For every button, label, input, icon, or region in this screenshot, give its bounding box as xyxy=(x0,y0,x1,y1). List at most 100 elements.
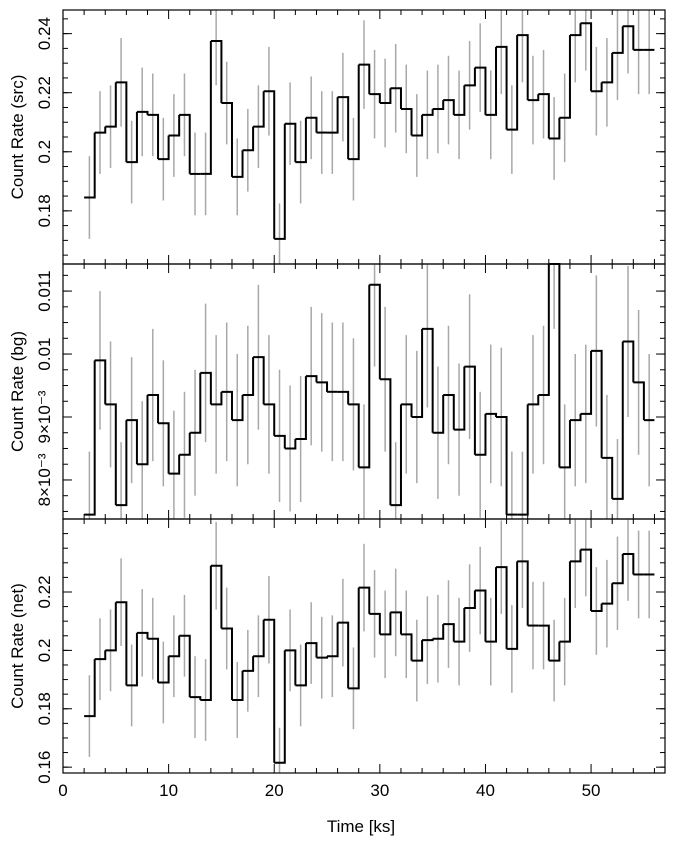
histogram-bin xyxy=(580,22,593,92)
y-tick-label: 0.22 xyxy=(35,76,54,109)
histogram-bin xyxy=(569,23,582,37)
histogram-bin xyxy=(126,632,138,687)
histogram-bin xyxy=(358,586,371,614)
histogram-bin xyxy=(210,564,223,629)
histogram-bin xyxy=(464,365,476,455)
histogram-bin xyxy=(115,81,128,163)
histogram-bin xyxy=(559,561,571,643)
histogram-bin xyxy=(538,264,550,396)
histogram-bin xyxy=(337,621,350,689)
histogram-bin xyxy=(517,560,529,626)
histogram-bin xyxy=(327,622,339,658)
histogram-bin xyxy=(263,618,276,763)
x-axis: Time [ks] 0 10 20 30 40 50 xyxy=(58,781,600,836)
histogram-bin xyxy=(348,403,360,468)
histogram-bin xyxy=(189,372,202,434)
x-tick-label: 10 xyxy=(159,781,178,800)
histogram-bin xyxy=(369,283,381,380)
histogram-bin xyxy=(580,548,593,611)
y-tick-label: 0.24 xyxy=(35,17,54,50)
y-tick-label: 0.16 xyxy=(35,751,54,784)
histogram-bin xyxy=(601,52,614,84)
histogram-bin xyxy=(305,116,318,133)
x-tick-label: 50 xyxy=(582,781,601,800)
histogram-bin xyxy=(168,454,181,475)
histogram-bin xyxy=(633,381,645,421)
histogram-bin xyxy=(327,97,339,134)
panel-bg: 8×10⁻³ 9×10⁻³ 0.01 0.011 Count Rate (bg) xyxy=(8,263,666,520)
histogram-bin xyxy=(210,40,223,104)
x-tick-label: 30 xyxy=(370,781,389,800)
histogram-bin xyxy=(506,561,519,650)
y-tick-label: 0.2 xyxy=(35,140,54,164)
histogram-bin xyxy=(274,123,286,240)
histogram-bin xyxy=(189,696,202,701)
panel-src: 0.18 0.2 0.22 0.24 Count Rate (src) xyxy=(8,9,666,265)
histogram-bin xyxy=(158,422,170,474)
histogram-bin xyxy=(432,624,445,640)
histogram-bin xyxy=(612,554,624,585)
histogram-bin xyxy=(263,403,276,436)
panel-net: 0.16 0.18 0.2 0.22 Count Rate (net) xyxy=(8,518,666,784)
histogram-bin xyxy=(422,327,434,433)
y-tick-label: 0.18 xyxy=(35,692,54,725)
histogram-bin xyxy=(569,549,582,563)
histogram-bin xyxy=(348,587,360,690)
histogram-bin xyxy=(84,132,96,199)
histogram-bin xyxy=(379,378,392,506)
histogram-bin xyxy=(559,420,571,469)
histogram-bin xyxy=(231,150,244,178)
histogram-bin xyxy=(284,649,297,686)
histogram-bin xyxy=(158,656,170,684)
histogram-bin xyxy=(548,117,561,140)
histogram-bin xyxy=(179,432,191,456)
histogram-bin xyxy=(295,376,307,441)
histogram-bin xyxy=(474,66,487,115)
histogram-bin xyxy=(284,122,297,163)
histogram-bin xyxy=(200,565,212,702)
histogram-bin xyxy=(527,394,540,406)
histogram-bin xyxy=(622,340,635,383)
histogram-bin xyxy=(411,640,424,662)
x-tick-label: 20 xyxy=(265,781,284,800)
histogram-bin xyxy=(443,623,455,642)
histogram-bin xyxy=(612,341,624,500)
histogram-bin xyxy=(253,619,265,658)
histogram-bin xyxy=(200,371,212,405)
histogram-bin xyxy=(453,608,466,643)
histogram-bin xyxy=(253,91,265,128)
histogram-bin xyxy=(105,602,117,652)
histogram-bin xyxy=(390,404,402,507)
histogram-bin xyxy=(496,45,508,130)
histogram-bin xyxy=(94,126,107,134)
histogram-bin xyxy=(496,416,508,515)
histogram-bin xyxy=(305,642,318,658)
histogram-bin xyxy=(411,328,424,418)
histogram-bin xyxy=(474,589,487,642)
histogram-bin xyxy=(580,350,593,415)
histogram-bin xyxy=(622,25,635,50)
histogram-bin xyxy=(432,100,445,110)
panel-frame xyxy=(62,518,666,774)
histogram-bin xyxy=(84,360,96,516)
histogram-bin xyxy=(147,113,160,160)
histogram-bin xyxy=(115,601,128,686)
histogram-bin xyxy=(136,631,149,639)
histogram-bin xyxy=(379,88,392,105)
y-tick-label: 0.2 xyxy=(35,639,54,663)
histogram-bin xyxy=(601,456,614,499)
histogram-bin xyxy=(474,413,487,456)
histogram-bin xyxy=(485,46,498,116)
histogram-bin xyxy=(569,413,582,422)
histogram-bin xyxy=(464,67,476,87)
histogram-bin xyxy=(231,394,244,422)
x-axis-label: Time [ks] xyxy=(327,817,395,836)
histogram-bin xyxy=(158,135,170,161)
histogram-bin xyxy=(538,624,550,661)
y-tick-label: 8×10⁻³ xyxy=(35,453,54,506)
histogram-bin xyxy=(400,633,413,661)
x-tick-label: 0 xyxy=(58,781,67,800)
histogram-bin xyxy=(295,643,307,687)
y-tick-label: 0.01 xyxy=(35,337,54,370)
